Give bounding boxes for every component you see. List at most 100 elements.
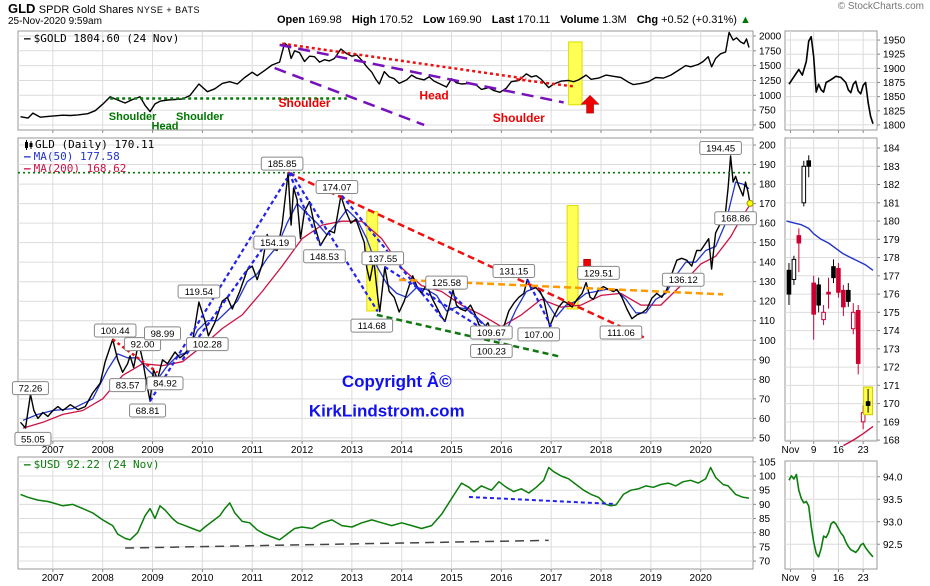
svg-text:1750: 1750 [759, 46, 782, 57]
svg-text:2011: 2011 [241, 573, 263, 584]
svg-text:177: 177 [883, 271, 900, 282]
quote-open-label: Open [277, 14, 306, 26]
svg-text:100.44: 100.44 [101, 326, 130, 337]
svg-text:184: 184 [883, 144, 900, 155]
svg-text:2014: 2014 [391, 445, 414, 456]
quote-volume-label: Volume [560, 14, 600, 26]
svg-text:174: 174 [883, 326, 900, 337]
svg-text:129.51: 129.51 [584, 268, 613, 279]
svg-text:111.06: 111.06 [607, 328, 635, 339]
svg-text:168: 168 [883, 436, 900, 447]
svg-text:2000: 2000 [759, 31, 782, 42]
svg-text:75: 75 [759, 542, 771, 553]
usd-legend-swatch-icon: — [24, 458, 31, 471]
svg-text:114.68: 114.68 [358, 321, 386, 332]
svg-text:119.54: 119.54 [185, 287, 213, 298]
svg-text:173: 173 [883, 344, 900, 355]
svg-text:50: 50 [759, 433, 771, 444]
svg-text:2018: 2018 [590, 573, 613, 584]
ma50-legend-text: MA(50) 177.58 [33, 150, 120, 163]
quote-high-label: High [351, 14, 377, 26]
svg-text:100: 100 [759, 336, 776, 347]
svg-text:150: 150 [759, 238, 776, 249]
gld-legend-text: GLD (Daily) 170.11 [35, 138, 155, 151]
quote-last-label: Last [491, 14, 515, 26]
svg-text:16: 16 [833, 573, 845, 584]
quote-change-label: Chg [636, 14, 659, 26]
svg-text:148.53: 148.53 [310, 252, 339, 263]
svg-text:107.00: 107.00 [524, 330, 553, 341]
svg-text:1250: 1250 [759, 76, 782, 87]
svg-text:154.19: 154.19 [260, 238, 289, 249]
gld-zoom-candles-panel: Nov 9 16 23 184 183 182 181 180 179 178 177 176 175 17… [782, 137, 900, 456]
svg-text:Shoulder: Shoulder [493, 111, 545, 125]
svg-text:16: 16 [833, 445, 845, 456]
svg-text:1925: 1925 [883, 50, 906, 61]
stockcharts-watermark: © StockCharts.com [837, 1, 924, 12]
svg-text:92.00: 92.00 [131, 340, 155, 351]
quote-high-value: 170.52 [379, 14, 413, 26]
svg-text:Head: Head [152, 121, 179, 133]
ma50-legend-swatch-icon: — [24, 150, 31, 163]
svg-text:55.05: 55.05 [21, 434, 45, 445]
svg-text:9: 9 [811, 573, 817, 584]
svg-text:80: 80 [759, 528, 771, 539]
svg-text:92.5: 92.5 [883, 540, 903, 551]
svg-text:140: 140 [759, 258, 776, 269]
svg-text:100.23: 100.23 [477, 346, 506, 357]
svg-text:2012: 2012 [291, 445, 314, 456]
svg-text:1875: 1875 [883, 78, 906, 89]
svg-text:KirkLindstrom.com: KirkLindstrom.com [309, 401, 465, 420]
svg-text:2019: 2019 [640, 445, 663, 456]
svg-text:200: 200 [759, 141, 776, 152]
svg-text:95: 95 [759, 486, 771, 497]
usd-index-panel: 2007 2008 2009 2010 2011 2012 2013 2014 2015 2016… [17, 456, 776, 584]
svg-text:Shoulder: Shoulder [109, 111, 157, 123]
svg-text:93.5: 93.5 [883, 495, 903, 506]
gold-zoom-panel: 1950 1925 1900 1875 1850 1825 1800 [784, 30, 906, 133]
svg-text:1900: 1900 [883, 64, 906, 75]
chart-datetime: 25-Nov-2020 9:59am [8, 16, 102, 27]
svg-text:131.15: 131.15 [499, 266, 528, 277]
svg-text:Shoulder: Shoulder [279, 96, 331, 110]
svg-text:1500: 1500 [759, 61, 782, 72]
svg-text:1850: 1850 [883, 92, 906, 103]
svg-text:Nov: Nov [782, 573, 800, 584]
svg-text:181: 181 [883, 198, 900, 209]
svg-text:70: 70 [759, 394, 771, 405]
svg-text:185.85: 185.85 [268, 159, 297, 170]
svg-text:1000: 1000 [759, 91, 782, 102]
svg-text:176: 176 [883, 290, 900, 301]
candlestick-icon [24, 140, 33, 150]
svg-text:1825: 1825 [883, 106, 906, 117]
svg-text:2011: 2011 [241, 445, 263, 456]
svg-text:2014: 2014 [391, 573, 414, 584]
svg-text:2008: 2008 [92, 573, 115, 584]
svg-text:90: 90 [759, 355, 771, 366]
svg-text:160: 160 [759, 219, 776, 230]
svg-text:2017: 2017 [540, 445, 563, 456]
svg-text:Shoulder: Shoulder [176, 111, 224, 123]
quote-open-value: 169.98 [308, 14, 342, 26]
svg-text:93.0: 93.0 [883, 517, 903, 528]
svg-text:183: 183 [883, 162, 900, 173]
svg-text:85: 85 [759, 514, 771, 525]
svg-text:94.0: 94.0 [883, 472, 903, 483]
exchange-label: NYSE + BATS [136, 5, 201, 15]
svg-text:2010: 2010 [191, 573, 214, 584]
svg-text:136.12: 136.12 [669, 275, 698, 286]
svg-text:9: 9 [811, 445, 817, 456]
svg-text:500: 500 [759, 120, 776, 131]
svg-text:2013: 2013 [341, 445, 364, 456]
quote-strip: Open 169.98 High 170.52 Low 169.90 Last 170.… [270, 14, 751, 26]
svg-text:68.81: 68.81 [136, 406, 160, 417]
svg-text:179: 179 [883, 235, 900, 246]
svg-text:2007: 2007 [42, 445, 65, 456]
svg-text:175: 175 [883, 308, 900, 319]
svg-text:Head: Head [419, 88, 448, 102]
svg-text:2018: 2018 [590, 445, 613, 456]
change-up-icon: ▲ [740, 14, 751, 26]
svg-text:125.58: 125.58 [432, 278, 461, 289]
usd-panel-legend: — $USD 92.22 (24 Nov) [24, 459, 159, 471]
ma200-legend-text: MA(200) 168.62 [33, 162, 127, 175]
